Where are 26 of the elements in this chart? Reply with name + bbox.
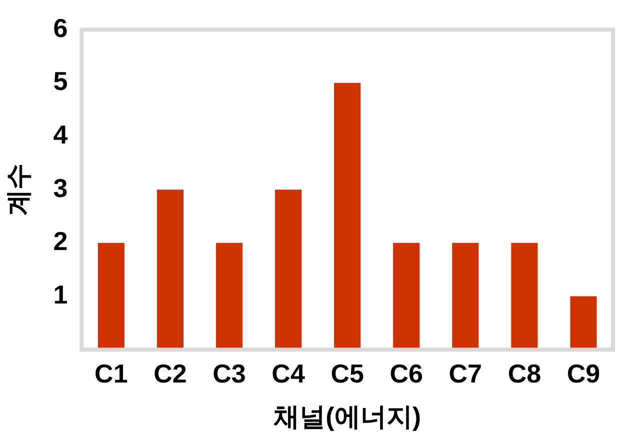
x-tick-label: C5 — [330, 358, 364, 388]
y-tick-label: 1 — [53, 279, 68, 310]
y-tick-label: 3 — [53, 172, 68, 203]
bar — [98, 242, 124, 350]
x-tick-label: C3 — [212, 358, 246, 388]
x-tick-label: C6 — [390, 358, 423, 388]
x-tick-label: C8 — [508, 358, 542, 388]
bar — [570, 296, 597, 350]
bar — [452, 242, 479, 350]
y-axis-title: 계수 — [2, 164, 33, 216]
bar — [334, 82, 361, 350]
x-tick-label: C1 — [94, 358, 128, 388]
x-tick-label: C2 — [154, 358, 187, 388]
y-tick-label: 2 — [53, 226, 68, 256]
x-tick-label: C4 — [272, 358, 306, 388]
bar — [216, 242, 243, 350]
bar — [156, 190, 184, 350]
x-tick-label: C7 — [448, 358, 482, 388]
bar — [275, 190, 302, 350]
y-tick-label: 5 — [53, 66, 68, 96]
bar — [393, 242, 420, 350]
bar — [511, 242, 538, 350]
x-axis-title: 채널(에너지) — [274, 402, 421, 432]
x-tick-label: C9 — [566, 358, 600, 388]
y-tick-label: 6 — [53, 12, 68, 43]
y-tick-label: 4 — [53, 119, 68, 150]
